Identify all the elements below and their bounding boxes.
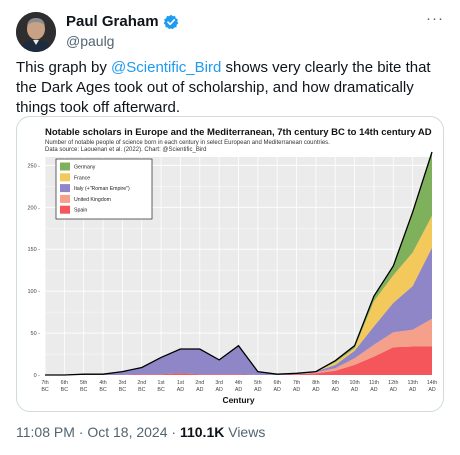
- legend-label: Germany: [74, 165, 96, 171]
- avatar[interactable]: [16, 12, 56, 52]
- x-tick-label: 3rd: [119, 380, 127, 386]
- y-tick-label: 0 -: [34, 373, 41, 379]
- x-tick-label: AD: [312, 387, 320, 393]
- x-tick-label: 2nd: [137, 380, 146, 386]
- legend-swatch: [60, 173, 70, 182]
- y-tick-label: 250 -: [27, 163, 40, 169]
- tweet-date[interactable]: Oct 18, 2024: [87, 424, 168, 440]
- x-tick-label: BC: [138, 387, 146, 393]
- x-tick-label: 4th: [235, 380, 242, 386]
- y-tick-label: 150 -: [27, 247, 40, 253]
- x-tick-label: 10th: [349, 380, 359, 386]
- x-tick-label: AD: [215, 387, 223, 393]
- tweet-text: This graph by @Scientific_Bird shows ver…: [16, 58, 444, 118]
- legend-label: Italy (+"Roman Empire"): [74, 186, 130, 192]
- chart-title: Notable scholars in Europe and the Medit…: [45, 127, 432, 138]
- y-tick-label: 50 -: [31, 331, 41, 337]
- x-axis-label: Century: [222, 395, 254, 405]
- author-display-name[interactable]: Paul Graham: [66, 13, 159, 30]
- legend: [55, 158, 153, 220]
- x-tick-label: 13th: [407, 380, 417, 386]
- y-tick-label: 200 -: [27, 205, 40, 211]
- x-tick-label: AD: [293, 387, 301, 393]
- legend-label: France: [74, 175, 90, 181]
- x-tick-label: AD: [254, 387, 262, 393]
- x-tick-label: BC: [119, 387, 127, 393]
- chart-source: Data source: Laouenan et al. (2022). Cha…: [45, 147, 207, 153]
- x-tick-label: AD: [177, 387, 185, 393]
- legend-swatch: [60, 184, 70, 193]
- x-tick-label: 12th: [388, 380, 398, 386]
- x-tick-label: AD: [428, 387, 436, 393]
- tweet-media-chart[interactable]: Notable scholars in Europe and the Medit…: [16, 116, 444, 412]
- legend-swatch: [60, 162, 70, 171]
- more-options-icon[interactable]: ···: [426, 10, 444, 27]
- verified-badge-icon: [163, 14, 179, 30]
- author-handle[interactable]: @paulg: [66, 33, 115, 49]
- tweet-meta: 11:08 PM · Oct 18, 2024 · 110.1K Views: [16, 424, 265, 440]
- x-tick-label: 8th: [312, 380, 319, 386]
- x-tick-label: 6th: [274, 380, 281, 386]
- x-tick-label: AD: [332, 387, 340, 393]
- x-tick-label: BC: [41, 387, 49, 393]
- views-label: Views: [224, 424, 266, 440]
- x-tick-label: 5th: [80, 380, 87, 386]
- x-tick-label: AD: [235, 387, 243, 393]
- legend-swatch: [60, 205, 70, 214]
- x-tick-label: BC: [99, 387, 107, 393]
- legend-swatch: [60, 194, 70, 203]
- total-line: [45, 151, 433, 376]
- x-tick-label: AD: [351, 387, 359, 393]
- area-spain: [45, 346, 432, 375]
- x-tick-label: 1st: [177, 380, 185, 386]
- x-tick-label: AD: [274, 387, 282, 393]
- author-name-row: Paul Graham: [66, 13, 179, 30]
- x-tick-label: 11th: [369, 380, 379, 386]
- x-tick-label: BC: [61, 387, 69, 393]
- x-tick-label: 3rd: [215, 380, 223, 386]
- x-tick-label: 7th: [293, 380, 300, 386]
- x-tick-label: AD: [390, 387, 398, 393]
- tweet-time[interactable]: 11:08 PM: [16, 424, 75, 440]
- x-tick-label: 1st: [158, 380, 166, 386]
- x-tick-label: 9th: [332, 380, 339, 386]
- x-tick-label: AD: [409, 387, 417, 393]
- x-tick-label: 7th: [41, 380, 48, 386]
- x-tick-label: BC: [80, 387, 88, 393]
- meta-separator: ·: [167, 424, 180, 440]
- x-tick-label: 5th: [254, 380, 261, 386]
- x-tick-label: AD: [196, 387, 204, 393]
- area-italy-roman-empire: [45, 247, 432, 375]
- tweet-text-start: This graph by: [16, 59, 112, 76]
- chart-canvas: 0 -50 -100 -150 -200 -250 -7thBC6thBC5th…: [27, 151, 437, 405]
- chart-subtitle: Number of notable people of science born…: [45, 140, 330, 146]
- mention-link[interactable]: @Scientific_Bird: [111, 59, 222, 76]
- legend-label: Spain: [74, 208, 87, 214]
- x-tick-label: AD: [370, 387, 378, 393]
- x-tick-label: 2nd: [195, 380, 204, 386]
- views-count: 110.1K: [179, 424, 225, 440]
- meta-separator: ·: [74, 424, 88, 440]
- x-tick-label: BC: [157, 387, 165, 393]
- x-tick-label: 14th: [427, 380, 437, 386]
- legend-label: United Kingdom: [74, 197, 111, 203]
- tweet-text-end: shows very clearly the bite that the Dar…: [16, 59, 431, 116]
- avatar-image: [16, 12, 56, 52]
- x-tick-label: 4th: [99, 380, 106, 386]
- x-tick-label: 6th: [61, 380, 68, 386]
- y-tick-label: 100 -: [27, 289, 40, 295]
